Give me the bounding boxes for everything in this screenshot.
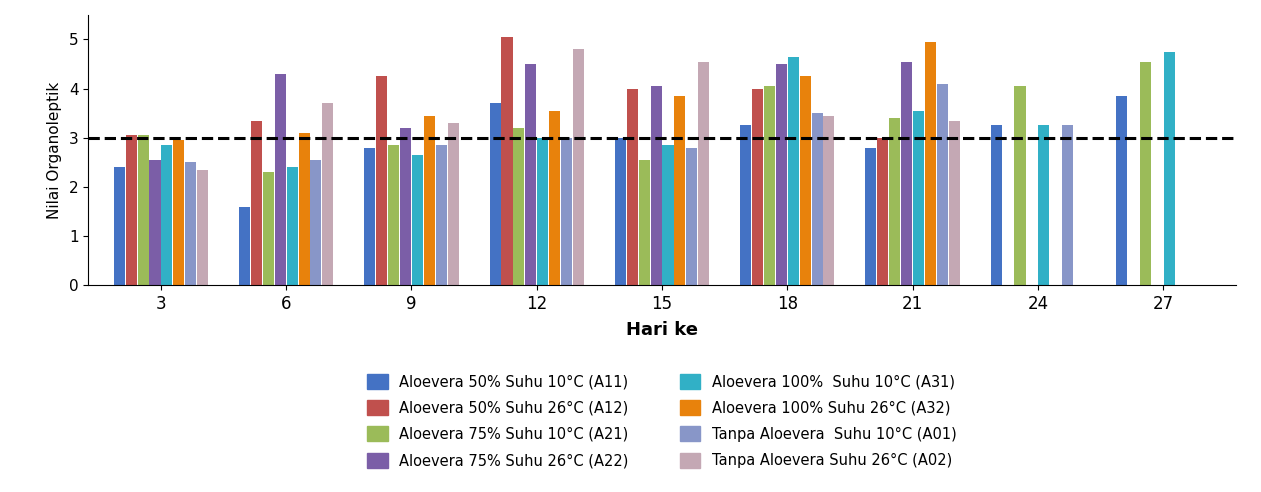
- Bar: [638, 160, 649, 285]
- Bar: [913, 111, 924, 285]
- Bar: [489, 103, 501, 285]
- Bar: [788, 57, 798, 285]
- Bar: [686, 148, 697, 285]
- Bar: [1140, 62, 1151, 285]
- Bar: [878, 138, 888, 285]
- Bar: [126, 135, 136, 285]
- Bar: [537, 138, 549, 285]
- Bar: [549, 111, 560, 285]
- X-axis label: Hari ke: Hari ke: [625, 321, 699, 339]
- Bar: [161, 145, 173, 285]
- Bar: [776, 64, 787, 285]
- Bar: [502, 37, 512, 285]
- Bar: [526, 64, 536, 285]
- Bar: [376, 76, 387, 285]
- Bar: [197, 170, 208, 285]
- Bar: [448, 123, 459, 285]
- Bar: [286, 167, 298, 285]
- Bar: [240, 207, 250, 285]
- Bar: [412, 155, 422, 285]
- Bar: [812, 113, 822, 285]
- Bar: [388, 145, 400, 285]
- Bar: [889, 118, 900, 285]
- Bar: [185, 162, 197, 285]
- Bar: [662, 145, 673, 285]
- Bar: [113, 167, 125, 285]
- Bar: [251, 121, 262, 285]
- Bar: [561, 138, 572, 285]
- Bar: [991, 125, 1001, 285]
- Bar: [400, 128, 411, 285]
- Bar: [1164, 52, 1174, 285]
- Bar: [436, 145, 446, 285]
- Bar: [310, 160, 322, 285]
- Bar: [513, 128, 525, 285]
- Bar: [752, 89, 763, 285]
- Bar: [1116, 96, 1127, 285]
- Bar: [364, 148, 376, 285]
- Bar: [275, 74, 286, 285]
- Bar: [1038, 125, 1049, 285]
- Bar: [627, 89, 638, 285]
- Bar: [323, 103, 333, 285]
- Bar: [299, 133, 310, 285]
- Bar: [615, 138, 625, 285]
- Bar: [424, 116, 435, 285]
- Bar: [937, 84, 948, 285]
- Bar: [173, 140, 184, 285]
- Bar: [799, 76, 811, 285]
- Bar: [948, 121, 960, 285]
- Bar: [699, 62, 709, 285]
- Y-axis label: Nilai Organoleptik: Nilai Organoleptik: [47, 82, 62, 218]
- Bar: [865, 148, 876, 285]
- Bar: [1062, 125, 1073, 285]
- Bar: [651, 86, 662, 285]
- Bar: [137, 135, 149, 285]
- Bar: [572, 49, 584, 285]
- Legend: Aloevera 50% Suhu 10°C (A11), Aloevera 50% Suhu 26°C (A12), Aloevera 75% Suhu 10: Aloevera 50% Suhu 10°C (A11), Aloevera 5…: [367, 374, 957, 468]
- Bar: [823, 116, 835, 285]
- Bar: [740, 125, 752, 285]
- Bar: [1014, 86, 1025, 285]
- Bar: [150, 160, 160, 285]
- Bar: [764, 86, 776, 285]
- Bar: [902, 62, 912, 285]
- Bar: [675, 96, 686, 285]
- Bar: [262, 172, 274, 285]
- Bar: [924, 42, 936, 285]
